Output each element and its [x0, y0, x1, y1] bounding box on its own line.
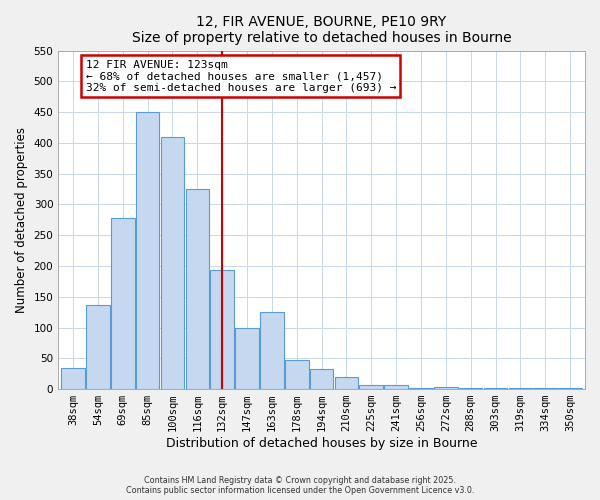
Bar [86, 305, 110, 389]
Y-axis label: Number of detached properties: Number of detached properties [15, 127, 28, 313]
Title: 12, FIR AVENUE, BOURNE, PE10 9RY
Size of property relative to detached houses in: 12, FIR AVENUE, BOURNE, PE10 9RY Size of… [132, 15, 511, 45]
Bar [385, 385, 408, 389]
X-axis label: Distribution of detached houses by size in Bourne: Distribution of detached houses by size … [166, 437, 478, 450]
Bar [533, 388, 557, 389]
Bar [211, 270, 234, 389]
Bar [434, 387, 458, 389]
Bar [509, 388, 532, 389]
Bar [359, 386, 383, 389]
Text: 12 FIR AVENUE: 123sqm
← 68% of detached houses are smaller (1,457)
32% of semi-d: 12 FIR AVENUE: 123sqm ← 68% of detached … [86, 60, 396, 93]
Text: Contains HM Land Registry data © Crown copyright and database right 2025.
Contai: Contains HM Land Registry data © Crown c… [126, 476, 474, 495]
Bar [484, 388, 508, 389]
Bar [235, 328, 259, 389]
Bar [136, 112, 160, 389]
Bar [185, 189, 209, 389]
Bar [459, 388, 482, 389]
Bar [310, 370, 334, 389]
Bar [111, 218, 134, 389]
Bar [335, 377, 358, 389]
Bar [161, 136, 184, 389]
Bar [285, 360, 308, 389]
Bar [558, 388, 582, 389]
Bar [260, 312, 284, 389]
Bar [61, 368, 85, 389]
Bar [409, 388, 433, 389]
